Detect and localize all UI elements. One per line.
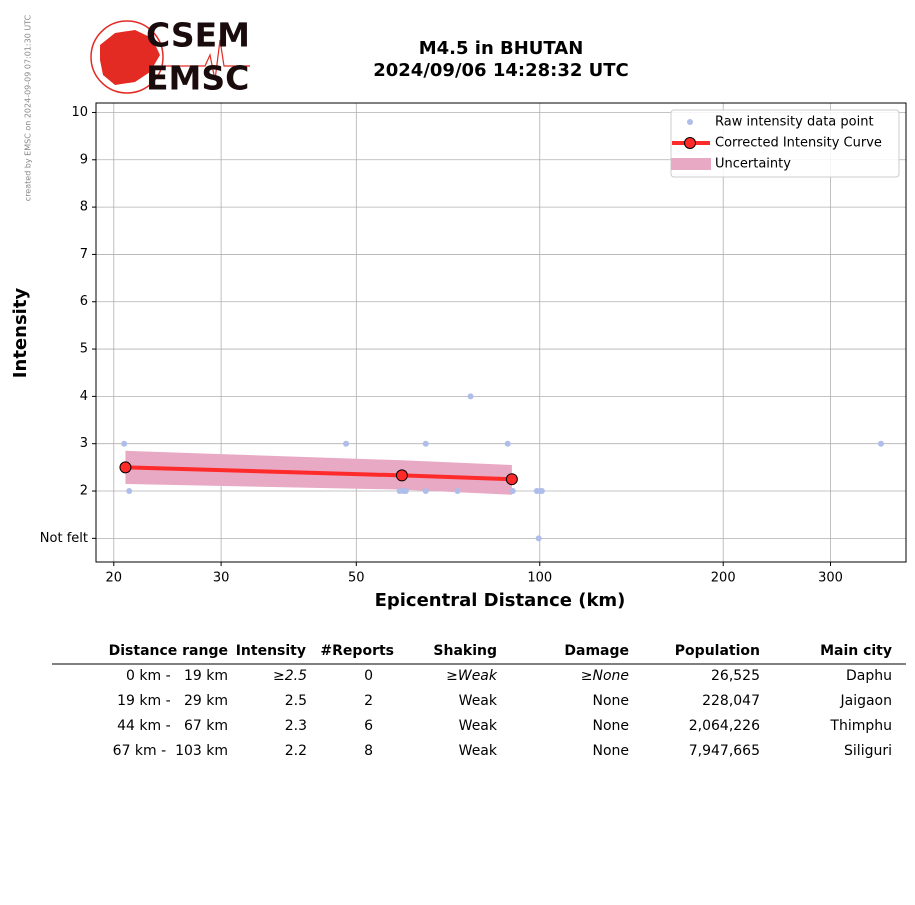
table-cell: 228,047 [702,693,760,709]
table-cell: None [592,693,629,709]
table-cell: ≥None [580,668,629,684]
table-cell: 0 km - 19 km [126,668,228,684]
data-point [343,440,350,447]
x-tick-label: 100 [527,571,552,586]
table-cell: 2 [364,693,373,709]
y-tick-label: 6 [80,294,88,309]
curve-marker [505,473,518,486]
data-point [126,488,133,495]
logo-text: CSEM [146,16,250,55]
x-tick-label: 30 [213,571,230,586]
y-tick-label: 2 [80,484,88,499]
legend-label: Raw intensity data point [715,115,874,130]
table-cell: 19 km - 29 km [117,693,228,709]
table-cell: Weak [458,743,497,759]
y-tick-label: 10 [71,105,88,120]
table-header-cell: Intensity [235,643,306,659]
table-cell: 6 [364,718,373,734]
table-cell: Weak [458,718,497,734]
data-point [877,440,884,447]
table-cell: 8 [364,743,373,759]
table-header-cell: Damage [564,643,629,659]
chart-title: M4.5 in BHUTAN [419,38,584,59]
logo-wave [140,39,250,81]
data-point [422,488,429,495]
y-axis-label: Intensity [10,288,31,379]
legend-marker [684,137,696,149]
table-cell: None [592,718,629,734]
table-header-cell: Population [674,643,760,659]
y-tick-label: 5 [80,342,88,357]
x-tick-label: 200 [711,571,736,586]
y-tick-label: 7 [80,247,88,262]
legend-marker [687,119,693,125]
table-cell: Thimphu [830,718,892,734]
data-point [535,535,542,542]
data-point [509,488,516,495]
logo-ring [90,20,164,94]
table-cell: 26,525 [711,668,760,684]
table-cell: Jaigaon [840,693,892,709]
watermark: created by EMSC on 2024-09-09 07:01:30 U… [24,14,33,201]
table-header-cell: #Reports [320,643,394,659]
table-cell: Weak [458,693,497,709]
table-header-cell: Main city [820,643,892,659]
legend-label: Corrected Intensity Curve [715,136,882,151]
logo-text: EMSC [146,59,249,98]
y-tick-label: 9 [80,152,88,167]
table-cell: 2,064,226 [688,718,760,734]
table-cell: None [592,743,629,759]
data-point [538,488,545,495]
logo-map [100,30,160,85]
data-point [454,488,461,495]
logo: CSEM EMSC [90,16,250,98]
table-cell: Siliguri [844,743,892,759]
table-cell: 44 km - 67 km [117,718,228,734]
table-header-cell: Shaking [433,643,497,659]
plot-frame [95,102,907,563]
table-cell: 67 km - 103 km [112,743,228,759]
y-tick-label: Not felt [40,531,88,546]
table-cell: 2.5 [284,693,307,709]
x-axis-label: Epicentral Distance (km) [375,590,626,611]
legend-label: Uncertainty [715,157,791,172]
data-point [121,440,128,447]
data-point [402,488,409,495]
table-header-cell: Distance range [108,643,228,659]
curve-marker [395,469,408,482]
data-point [467,393,474,400]
data-point [504,440,511,447]
y-tick-label: 4 [80,389,88,404]
legend-box [670,109,900,178]
table-cell: 2.3 [284,718,307,734]
table-cell: 0 [364,668,373,684]
x-tick-label: 20 [106,571,123,586]
legend-marker [671,158,711,170]
data-point [422,440,429,447]
table-cell: 2.2 [284,743,307,759]
x-tick-label: 300 [818,571,843,586]
table-cell: 7,947,665 [688,743,760,759]
curve-marker [119,461,132,474]
table-cell: ≥Weak [446,668,497,684]
y-tick-label: 8 [80,200,88,215]
y-tick-label: 3 [80,436,88,451]
x-tick-label: 50 [348,571,365,586]
chart-subtitle: 2024/09/06 14:28:32 UTC [373,60,629,81]
table-cell: ≥2.5 [273,668,307,684]
table-cell: Daphu [846,668,892,684]
